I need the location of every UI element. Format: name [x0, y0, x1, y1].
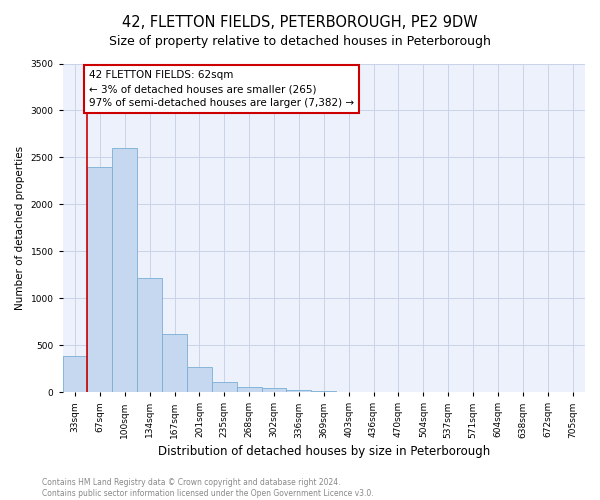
Bar [311, 390, 336, 392]
Bar [286, 390, 311, 392]
Text: 42, FLETTON FIELDS, PETERBOROUGH, PE2 9DW: 42, FLETTON FIELDS, PETERBOROUGH, PE2 9D… [122, 15, 478, 30]
Bar [112, 148, 137, 392]
Y-axis label: Number of detached properties: Number of detached properties [15, 146, 25, 310]
Text: Contains HM Land Registry data © Crown copyright and database right 2024.
Contai: Contains HM Land Registry data © Crown c… [42, 478, 374, 498]
X-axis label: Distribution of detached houses by size in Peterborough: Distribution of detached houses by size … [158, 444, 490, 458]
Bar [212, 382, 237, 392]
Bar [162, 334, 187, 392]
Bar [88, 167, 112, 392]
Bar [187, 368, 212, 392]
Bar [137, 278, 162, 392]
Bar [237, 386, 262, 392]
Text: Size of property relative to detached houses in Peterborough: Size of property relative to detached ho… [109, 35, 491, 48]
Bar [62, 356, 88, 392]
Text: 42 FLETTON FIELDS: 62sqm
← 3% of detached houses are smaller (265)
97% of semi-d: 42 FLETTON FIELDS: 62sqm ← 3% of detache… [89, 70, 354, 108]
Bar [262, 388, 286, 392]
